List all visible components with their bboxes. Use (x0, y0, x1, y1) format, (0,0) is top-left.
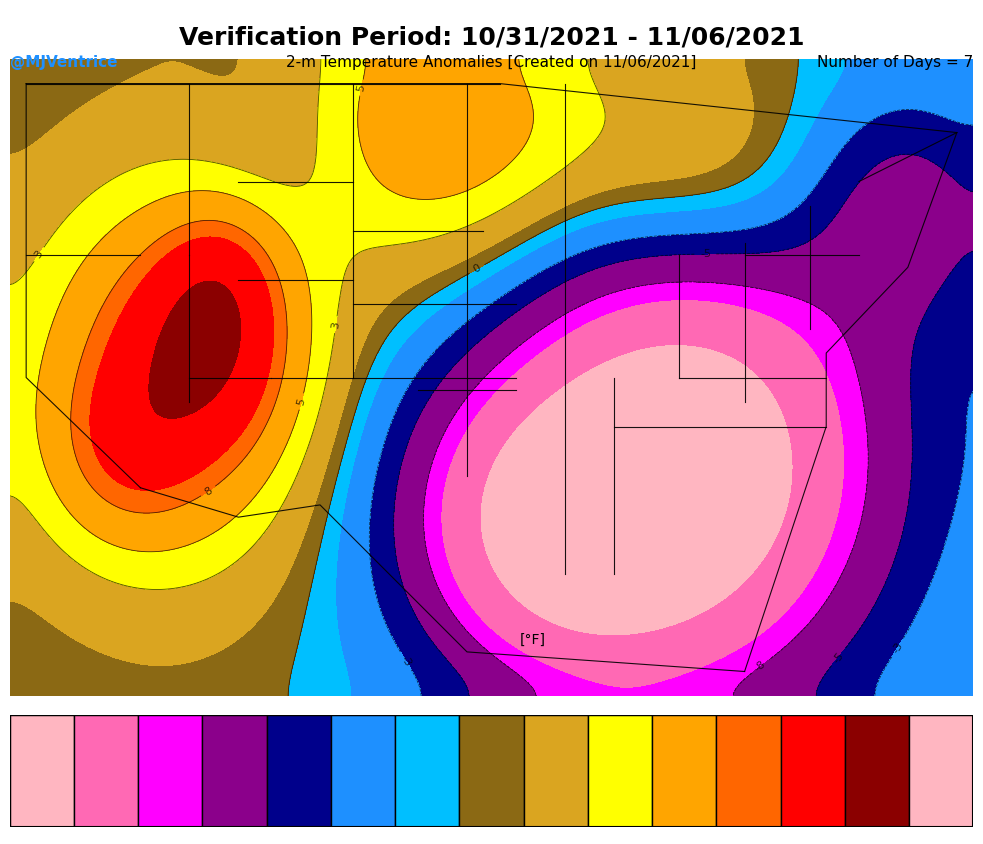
Text: -8: -8 (753, 659, 768, 674)
Text: Number of Days = 7: Number of Days = 7 (817, 55, 973, 70)
Bar (844, 715, 909, 827)
Bar (652, 715, 717, 827)
Text: @MJVentrice: @MJVentrice (10, 55, 117, 70)
Text: 3: 3 (33, 249, 45, 260)
Text: -5: -5 (700, 249, 712, 259)
Bar (202, 715, 266, 827)
Text: 5: 5 (356, 84, 367, 92)
Text: -3: -3 (891, 641, 904, 655)
Bar (717, 715, 781, 827)
Text: 5: 5 (296, 397, 308, 406)
Text: -3: -3 (399, 653, 413, 668)
Text: 2-m Temperature Anomalies [Created on 11/06/2021]: 2-m Temperature Anomalies [Created on 11… (286, 55, 697, 70)
Bar (524, 715, 588, 827)
Bar (459, 715, 524, 827)
Text: 8: 8 (202, 485, 214, 497)
Text: [°F]: [°F] (519, 633, 546, 647)
Text: 0: 0 (472, 262, 483, 275)
Bar (10, 715, 74, 827)
Bar (909, 715, 973, 827)
Text: Verification Period: 10/31/2021 - 11/06/2021: Verification Period: 10/31/2021 - 11/06/… (179, 25, 804, 49)
Bar (395, 715, 459, 827)
Bar (331, 715, 395, 827)
Bar (588, 715, 652, 827)
Text: -5: -5 (831, 650, 845, 665)
Bar (266, 715, 331, 827)
Bar (781, 715, 844, 827)
Text: 3: 3 (330, 321, 341, 329)
Bar (74, 715, 139, 827)
Bar (139, 715, 202, 827)
